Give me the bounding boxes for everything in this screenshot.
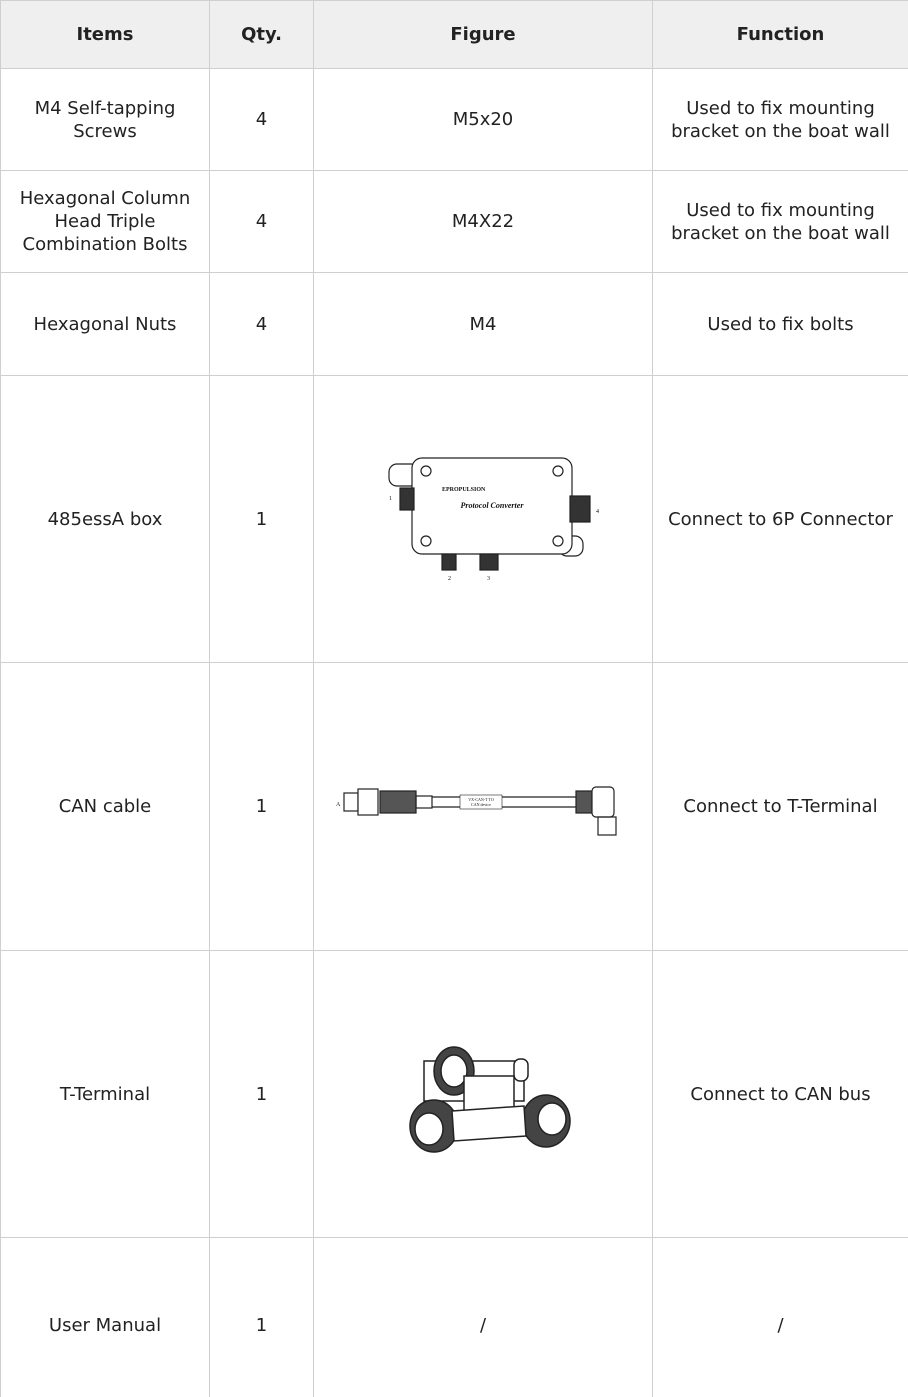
figure: A VX-CAN-T TO CAN device [313,662,653,951]
qty: 1 [209,375,314,663]
figure-label: 4 [596,509,599,515]
row: CAN cable 1 A VX-CAN-T TO CAN device Con… [0,662,908,951]
figure-label: 2 [448,576,451,582]
figure: EPROPULSION Protocol Converter 1 2 3 4 [313,375,653,663]
qty: 4 [209,170,314,273]
header-cell: Items [0,0,210,69]
function: Connect to CAN bus [652,950,908,1238]
function: Connect to T-Terminal [652,662,908,951]
figure: M4X22 [313,170,653,273]
qty: 1 [209,662,314,951]
row: Hexagonal Column Head Triple Combination… [0,170,908,273]
item: T-Terminal [0,950,210,1238]
function: Used to fix mounting bracket on the boat… [652,68,908,171]
figure: / [313,1237,653,1397]
figure-label: 1 [389,496,392,502]
header-row: Items Qty. Figure Function [0,0,908,69]
row: M4 Self-tapping Screws 4 M5x20 Used to f… [0,68,908,171]
figure-label: Protocol Converter [461,501,525,510]
function: / [652,1237,908,1397]
row: T-Terminal 1 Connect to CAN bus [0,950,908,1238]
figure-label: EPROPULSION [442,487,486,493]
item: User Manual [0,1237,210,1397]
header-cell: Figure [313,0,653,69]
t-terminal-drawing [409,1046,571,1153]
qty: 4 [209,272,314,376]
can-cable-drawing: A VX-CAN-T TO CAN device [336,786,617,836]
figure: M4 [313,272,653,376]
figure-label: A [336,802,341,808]
item: M4 Self-tapping Screws [0,68,210,171]
header-cell: Qty. [209,0,314,69]
converter-box-drawing: EPROPULSION Protocol Converter 1 2 3 4 [388,457,599,582]
figure-label: CAN device [471,802,491,807]
header-cell: Function [652,0,908,69]
qty: 4 [209,68,314,171]
qty: 1 [209,950,314,1238]
item: 485essA box [0,375,210,663]
qty: 1 [209,1237,314,1397]
item: CAN cable [0,662,210,951]
item: Hexagonal Column Head Triple Combination… [0,170,210,273]
function: Used to fix bolts [652,272,908,376]
function: Connect to 6P Connector [652,375,908,663]
row: 485essA box 1 EPROPULSION Protocol Conve… [0,375,908,663]
figure [313,950,653,1238]
row: User Manual 1 / / [0,1237,908,1397]
figure-label: 3 [487,576,490,582]
figure-label: VX-CAN-T TO [468,797,494,802]
item: Hexagonal Nuts [0,272,210,376]
figure: M5x20 [313,68,653,171]
row: Hexagonal Nuts 4 M4 Used to fix bolts [0,272,908,376]
function: Used to fix mounting bracket on the boat… [652,170,908,273]
